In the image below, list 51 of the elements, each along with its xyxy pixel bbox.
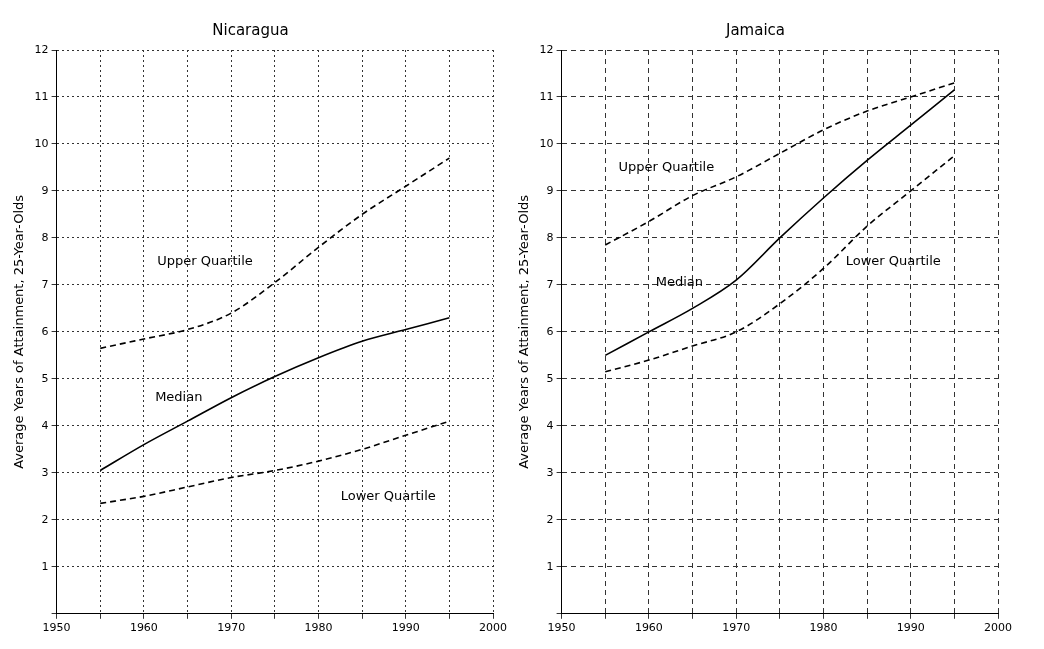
y-tick-label: 10	[34, 136, 49, 150]
x-tick-label: 1960	[129, 621, 158, 635]
x-tick-label: 1960	[634, 621, 663, 635]
x-tick-label: 1990	[391, 621, 420, 635]
text: Lower Quartile	[340, 487, 436, 503]
x-tick-label: 2000	[479, 621, 507, 635]
x-tick-label: 1980	[809, 621, 838, 635]
y-tick-label: 4	[41, 418, 49, 432]
y-tick-label: 6	[41, 324, 49, 338]
y-tick-label: 1	[546, 559, 554, 573]
x-tick-label: 1950	[42, 621, 71, 635]
x-tick-label: 1950	[547, 621, 576, 635]
chart-title: Jamaica	[724, 20, 786, 39]
x-tick-label: 1990	[896, 621, 925, 635]
y-tick-label: 8	[546, 230, 554, 244]
y-tick-label: 2	[546, 512, 554, 526]
series-label: Upper Quartile	[157, 252, 253, 268]
y-tick-label: 12	[34, 42, 49, 56]
y-tick-label: 8	[41, 230, 49, 244]
series-label: Upper Quartile	[618, 158, 715, 174]
line-series	[99, 317, 451, 472]
y-tick-label: 3	[41, 465, 49, 479]
chart-title: Nicaragua	[212, 20, 289, 39]
y-tick-label: 10	[539, 136, 554, 150]
x-tick-label: 1970	[722, 621, 751, 635]
y-tick-label: 11	[34, 89, 49, 103]
y-tick-label: 1	[41, 559, 49, 573]
line-series	[99, 157, 451, 350]
series-label: Median	[155, 389, 203, 405]
y-tick-label: 6	[546, 324, 554, 338]
y-tick-label: 7	[41, 277, 49, 291]
series-label: Median	[655, 273, 704, 289]
y-tick-label: 7	[546, 277, 554, 291]
x-tick-label: 1980	[304, 621, 333, 635]
line-series	[604, 82, 956, 246]
y-tick-label: 11	[539, 89, 554, 103]
line-series	[604, 89, 956, 357]
y-tick-label: 12	[539, 42, 554, 56]
y-tick-label: 9	[41, 183, 49, 197]
x-tick-label: 2000	[984, 621, 1012, 635]
series-label: Lower Quartile	[845, 252, 941, 268]
y-axis-title: Average Years of Attainment, 25-Year-Olds	[516, 194, 532, 469]
y-tick-label: 3	[546, 465, 554, 479]
y-tick-label: 5	[41, 371, 49, 385]
y-tick-label: 5	[546, 371, 554, 385]
line-series	[604, 154, 956, 373]
y-tick-label: 4	[546, 418, 554, 432]
x-tick-label: 1970	[217, 621, 246, 635]
y-tick-label: 9	[546, 183, 554, 197]
y-axis-title: Average Years of Attainment, 25-Year-Olds	[11, 194, 27, 469]
y-tick-label: 2	[41, 512, 49, 526]
